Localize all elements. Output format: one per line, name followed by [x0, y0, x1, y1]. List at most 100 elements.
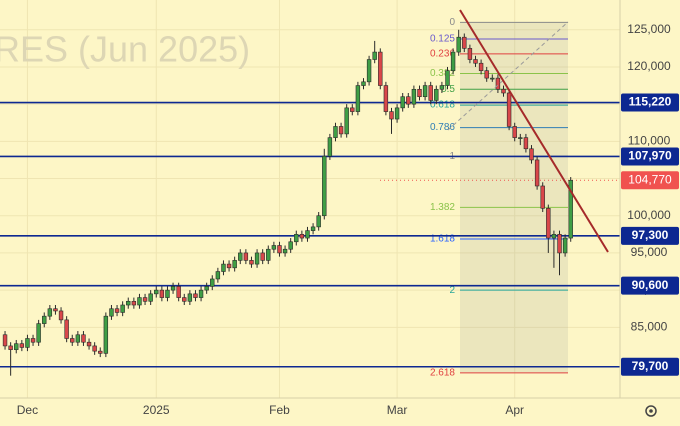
candle-body — [148, 293, 153, 302]
candle-body — [506, 92, 512, 127]
candle-body — [299, 234, 305, 239]
price-level-label: 97,300 — [632, 228, 669, 242]
candle-body — [546, 207, 551, 239]
candle-body — [165, 289, 170, 298]
candle-body — [254, 252, 260, 265]
candle-body — [378, 51, 383, 86]
candle-body — [562, 237, 568, 254]
candle-body — [226, 263, 232, 269]
settings-icon[interactable] — [645, 405, 657, 417]
price-level-tag — [621, 226, 679, 245]
candle-body — [25, 338, 30, 348]
candle-body — [266, 248, 271, 261]
candle-body — [8, 345, 13, 350]
candle-body — [518, 137, 523, 139]
candle-body — [327, 137, 333, 157]
fib-level-label: 2 — [449, 285, 455, 296]
candle-body — [120, 304, 125, 313]
y-tick-label: 95,000 — [631, 245, 668, 259]
candle-body — [534, 159, 540, 187]
candle-body — [47, 308, 53, 317]
candle-body — [170, 286, 176, 291]
candle-body — [14, 343, 19, 350]
settings-gear-center[interactable] — [649, 409, 653, 413]
candle-body — [204, 286, 209, 291]
candle-layer — [2, 29, 573, 376]
fib-level-label: 1.618 — [430, 234, 455, 245]
candle-body — [238, 252, 243, 261]
candle-body — [103, 315, 109, 354]
candle-body — [417, 88, 422, 98]
candle-body — [210, 278, 215, 287]
price-level-label: 115,220 — [629, 95, 672, 109]
candle-body — [36, 323, 41, 343]
settings-gear[interactable] — [645, 405, 657, 417]
candle-body — [282, 248, 288, 254]
candle-body — [490, 77, 495, 80]
fib-level-label: 2.618 — [430, 368, 455, 379]
candle-body — [182, 297, 187, 302]
candle-body — [344, 107, 349, 135]
fib-level-label: 0.382 — [430, 68, 455, 79]
candle-body — [383, 85, 389, 112]
candle-body — [372, 51, 377, 60]
candle-body — [355, 85, 361, 112]
candle-body — [406, 96, 411, 105]
last-price-tag — [621, 171, 679, 190]
candle-body — [109, 308, 114, 317]
candle-body — [529, 148, 534, 161]
candle-body — [30, 338, 36, 343]
candle-body — [473, 59, 478, 64]
candle-body — [42, 315, 47, 324]
candle-body — [310, 226, 316, 231]
candle-body — [439, 85, 445, 90]
candle-body — [333, 126, 338, 138]
price-level-tag — [621, 147, 679, 166]
candle-body — [137, 297, 142, 306]
drawing-layer — [447, 9, 609, 253]
candle-body — [288, 241, 293, 250]
price-level-tag — [621, 276, 679, 295]
candle-body — [445, 70, 450, 86]
grid-layer — [0, 0, 620, 398]
fib-layer: 00.1250.2360.3820.50.6180.78611.3821.618… — [430, 17, 568, 379]
fib-level-label: 0 — [449, 17, 455, 28]
candle-body — [260, 252, 265, 261]
candle-body — [81, 334, 86, 343]
candle-body — [305, 230, 310, 239]
candle-body — [70, 338, 75, 343]
candle-body — [338, 126, 344, 135]
candle-body — [159, 289, 165, 298]
candle-body — [277, 245, 282, 254]
fib-trend-line — [447, 21, 569, 131]
candle-body — [19, 343, 25, 348]
candle-body — [540, 185, 545, 209]
candle-body — [193, 293, 198, 298]
candle-body — [154, 289, 159, 295]
candle-body — [456, 36, 461, 53]
candle-body — [187, 293, 193, 302]
candle-body — [512, 126, 517, 138]
candle-body — [450, 51, 456, 71]
x-tick-label: Apr — [505, 403, 524, 417]
candle-body — [98, 350, 103, 354]
candle-body — [58, 310, 64, 321]
candle-body — [366, 59, 372, 83]
candle-body — [551, 234, 557, 239]
candle-body — [484, 70, 489, 79]
fib-level-label: 0.618 — [430, 100, 455, 111]
y-tick-label: 110,000 — [628, 134, 671, 148]
candle-body — [495, 77, 501, 90]
fib-zone — [460, 22, 568, 373]
trend-line — [459, 9, 609, 253]
candle-body — [249, 260, 254, 265]
axis-layer: 85,00090,00095,000100,000105,000110,0001… — [17, 22, 679, 417]
candle-body — [568, 179, 573, 239]
candle-body — [501, 88, 506, 94]
candle-body — [271, 245, 277, 250]
candle-body — [131, 300, 137, 306]
candle-body — [86, 341, 92, 347]
candle-body — [221, 263, 226, 272]
x-tick-label: Feb — [269, 403, 290, 417]
